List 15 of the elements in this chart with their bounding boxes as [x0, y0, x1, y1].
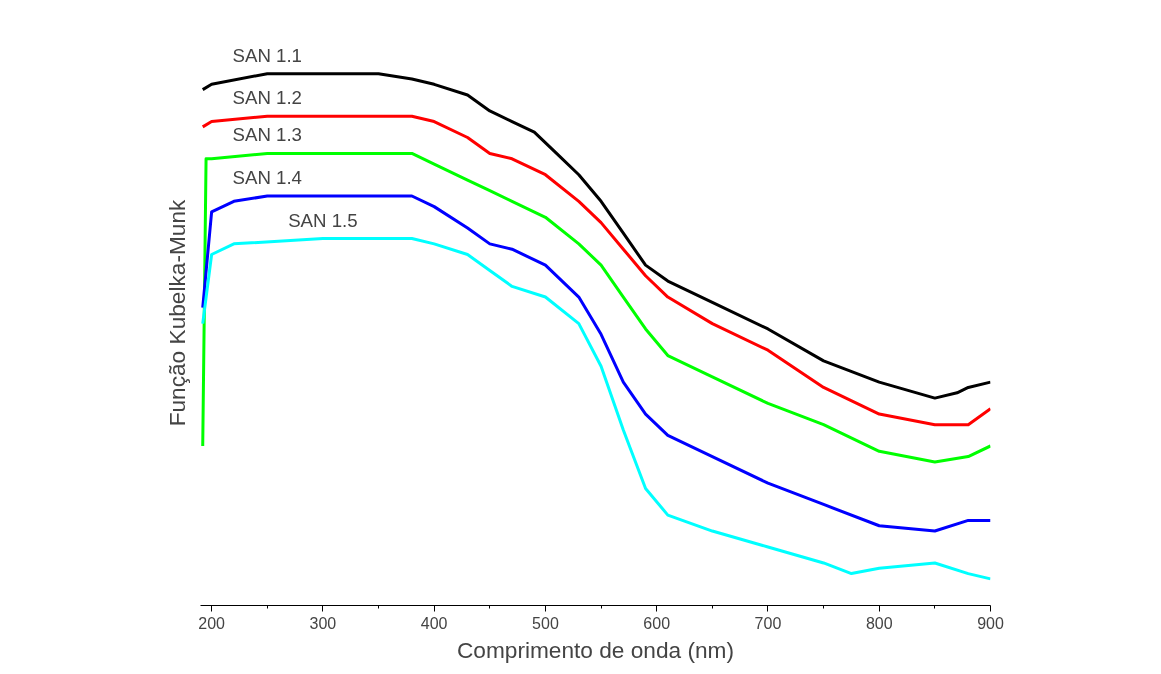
x-tick-label: 400 [420, 614, 448, 632]
series-label: SAN 1.3 [232, 124, 303, 146]
x-axis-title: Comprimento de onda (nm) [456, 636, 735, 663]
x-tick-label: 600 [643, 614, 671, 632]
x-tick-label: 500 [532, 614, 559, 632]
series-label: SAN 1.4 [232, 167, 303, 188]
series-label: SAN 1.1 [232, 44, 303, 66]
y-axis-title: Função Kubelka-Munk [163, 198, 190, 427]
series-label: SAN 1.5 [288, 209, 358, 231]
x-tick-label: 900 [977, 614, 1004, 632]
x-tick-label: 700 [754, 614, 782, 632]
x-tick-label: 200 [198, 614, 226, 632]
series-label: SAN 1.2 [232, 87, 303, 109]
x-tick-label: 800 [865, 614, 893, 632]
x-tick-label: 300 [309, 614, 337, 632]
